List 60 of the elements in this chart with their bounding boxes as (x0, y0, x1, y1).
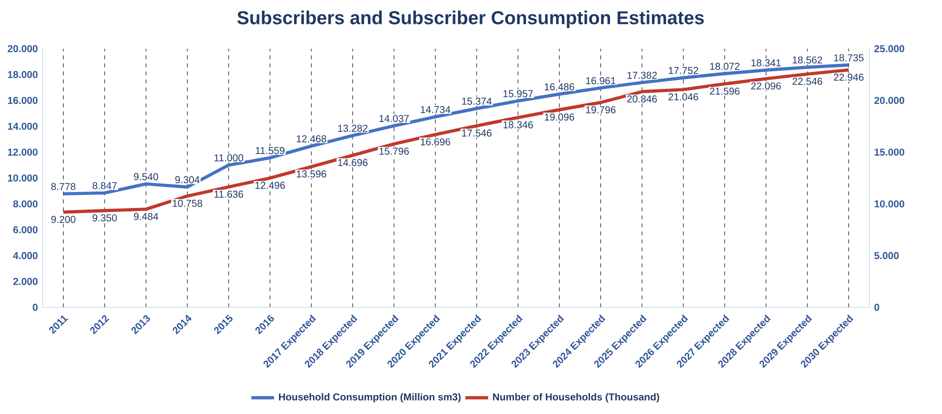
y-tick-label: 14.000 (8, 122, 38, 130)
y-tick-label: 6.000 (13, 226, 38, 234)
data-label: 13.282 (338, 124, 368, 132)
data-label: 14.037 (379, 114, 409, 122)
data-label: 22.546 (792, 78, 822, 85)
y2-tick-label: 0 (874, 304, 880, 311)
data-label: 13.596 (296, 170, 326, 178)
data-label: 21.046 (668, 93, 698, 100)
data-label: 15.957 (503, 90, 533, 98)
data-label: 18.562 (792, 56, 822, 64)
data-label: 12.496 (255, 182, 285, 189)
data-label: 12.468 (296, 135, 326, 142)
y-tick-label: 10.000 (8, 174, 38, 182)
data-label: 8.847 (92, 182, 117, 190)
data-label: 22.946 (834, 74, 864, 81)
y2-tick-label: 20.000 (874, 96, 904, 104)
y-tick-label: 0 (32, 304, 38, 311)
y-tick-label: 2.000 (13, 278, 38, 286)
y-tick-label: 16.000 (8, 96, 38, 104)
data-label: 9.484 (134, 212, 158, 220)
data-label: 16.961 (586, 77, 616, 84)
data-label: 18.346 (503, 121, 533, 128)
y-tick-label: 18.000 (8, 70, 38, 78)
data-label: 20.846 (627, 95, 657, 102)
data-label: 17.382 (627, 72, 657, 79)
y-tick-label: 20.000 (8, 45, 38, 52)
data-label: 18.735 (834, 54, 864, 62)
data-label: 9.540 (134, 173, 158, 180)
data-label: 15.796 (379, 148, 409, 155)
y-tick-label: 4.000 (13, 252, 38, 260)
legend-label: Household Consumption (Million sm3) (279, 393, 461, 402)
data-label: 15.374 (462, 98, 492, 105)
data-label: 9.350 (92, 214, 117, 222)
data-label: 21.596 (710, 88, 740, 95)
data-label: 19.796 (586, 106, 616, 114)
data-label: 9.200 (51, 216, 76, 223)
data-label: 10.758 (172, 200, 202, 207)
data-label: 17.752 (668, 66, 698, 74)
chart-title: Subscribers and Subscriber Consumption Estimates (237, 10, 704, 28)
data-label: 11.636 (214, 190, 244, 198)
data-label: 14.734 (420, 106, 450, 114)
data-label: 8.778 (51, 182, 76, 190)
y2-tick-label: 25.000 (874, 45, 904, 52)
y2-tick-label: 15.000 (874, 148, 904, 156)
y-tick-label: 12.000 (8, 148, 38, 156)
data-label: 18.341 (751, 59, 781, 66)
data-label: 16.486 (544, 83, 574, 90)
data-label: 18.072 (710, 62, 740, 70)
data-label: 19.096 (544, 113, 574, 121)
data-label: 9.304 (175, 176, 200, 184)
data-label: 22.096 (751, 82, 781, 90)
data-label: 14.696 (338, 159, 368, 166)
y2-tick-label: 10.000 (874, 200, 904, 208)
y2-tick-label: 5.000 (874, 252, 899, 260)
data-label: 16.696 (420, 138, 450, 146)
data-label: 11.000 (214, 154, 244, 162)
legend-label: Number of Households (Thousand) (493, 393, 660, 402)
data-label: 17.546 (462, 130, 492, 137)
y-tick-label: 8.000 (13, 200, 38, 208)
data-label: 11.559 (256, 147, 284, 154)
